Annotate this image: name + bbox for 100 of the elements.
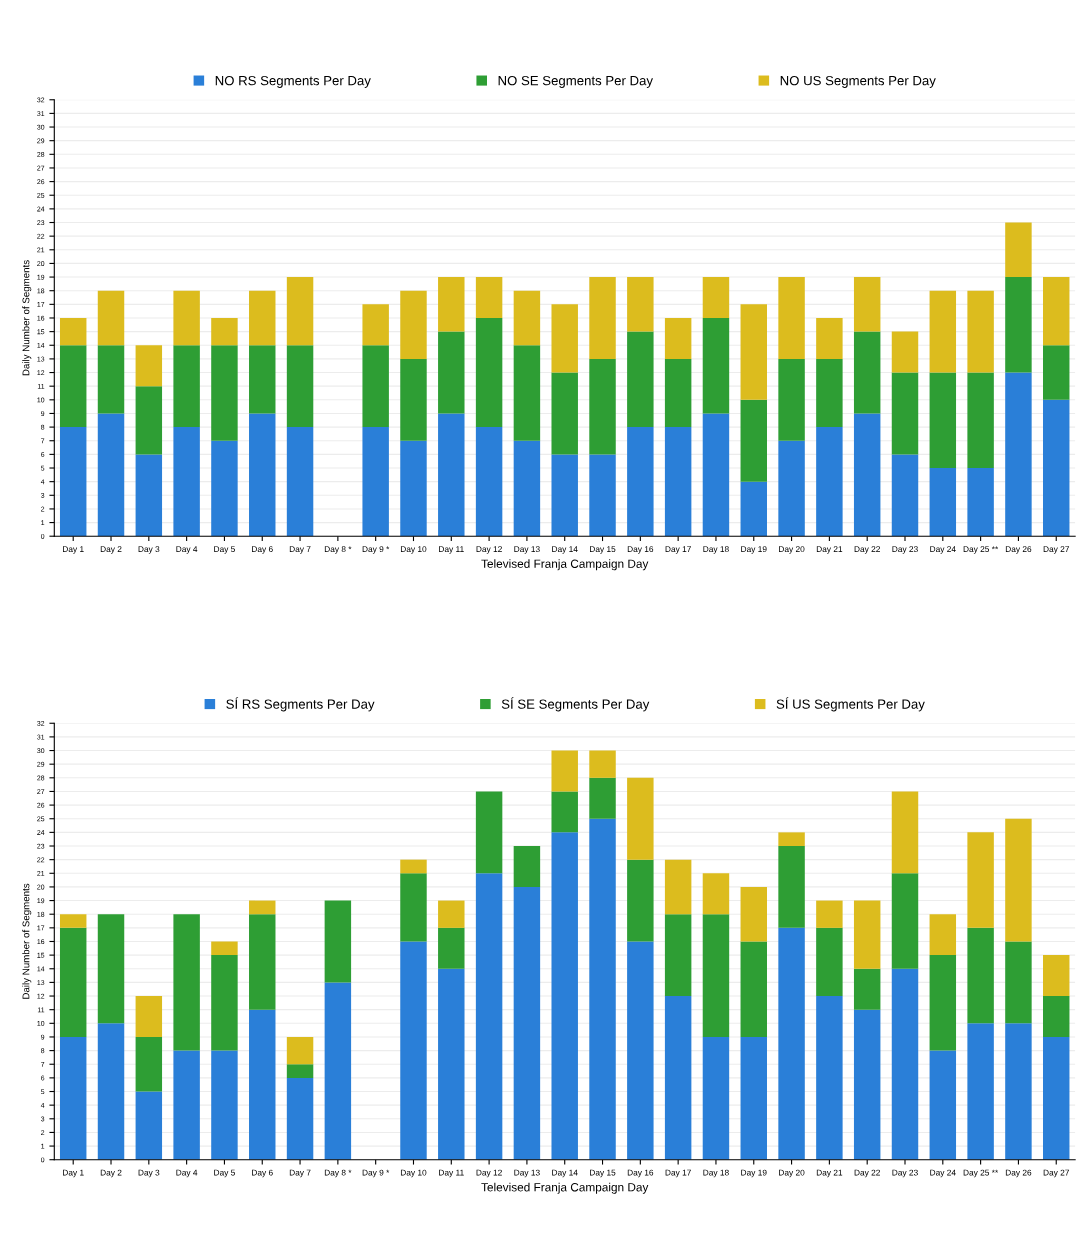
bar xyxy=(1043,955,1070,997)
bar xyxy=(891,331,919,373)
bar xyxy=(929,372,957,469)
bar xyxy=(513,846,541,887)
bar xyxy=(816,427,843,537)
x-tick-label: Day 27 xyxy=(1043,1169,1070,1178)
bar xyxy=(1043,996,1070,1037)
bar xyxy=(513,886,541,1160)
bar xyxy=(400,873,427,942)
bar xyxy=(59,1036,87,1160)
bar xyxy=(589,358,616,455)
bar xyxy=(589,750,616,778)
x-tick-label: Day 2 xyxy=(100,546,122,554)
x-tick-label: Day 1 xyxy=(63,1169,84,1178)
bar xyxy=(362,304,389,346)
bar xyxy=(589,454,616,537)
bar xyxy=(627,277,654,332)
bar xyxy=(702,317,730,414)
bar xyxy=(286,427,314,537)
bar xyxy=(627,331,654,428)
x-tick-label: Day 16 xyxy=(627,1169,654,1178)
bar xyxy=(891,968,919,1160)
legend-label: SÍ SE Segments Per Day xyxy=(501,697,650,712)
bar xyxy=(400,290,427,359)
bar xyxy=(475,791,503,874)
bar xyxy=(249,345,276,414)
bar xyxy=(173,427,200,537)
x-tick-label: Day 17 xyxy=(665,546,691,554)
bar xyxy=(664,427,692,537)
bar xyxy=(929,290,957,373)
legend-label: SÍ US Segments Per Day xyxy=(776,697,925,712)
bar xyxy=(627,427,654,537)
x-tick-label: Day 15 xyxy=(590,1169,616,1178)
bar xyxy=(400,941,427,1160)
bar xyxy=(702,914,730,1037)
bar xyxy=(513,290,541,346)
bar xyxy=(1043,399,1070,537)
x-tick-label: Day 20 xyxy=(779,1169,805,1178)
bar xyxy=(513,440,541,537)
x-tick-label: Day 4 xyxy=(176,1169,198,1178)
x-tick-label: Day 6 xyxy=(252,1169,273,1178)
x-tick-label: Day 22 xyxy=(854,1169,880,1178)
bar xyxy=(816,317,843,359)
x-tick-label: Day 10 xyxy=(400,1169,427,1178)
bar xyxy=(438,968,465,1160)
bar xyxy=(211,941,238,956)
bar xyxy=(702,1036,730,1160)
bar xyxy=(816,900,843,928)
bar xyxy=(778,358,805,441)
bar xyxy=(853,968,881,1010)
bar xyxy=(740,1036,767,1160)
x-tick-label: Day 15 xyxy=(590,546,616,554)
bar xyxy=(286,1077,314,1160)
x-tick-label: Day 21 xyxy=(816,1169,843,1178)
x-tick-label: Day 20 xyxy=(779,546,805,554)
bar xyxy=(1005,372,1032,537)
x-tick-label: Day 8 * xyxy=(324,1169,352,1178)
bar xyxy=(211,440,238,537)
x-tick-label: Day 25 ** xyxy=(963,1169,999,1178)
bar xyxy=(967,927,994,1024)
bar xyxy=(967,832,994,928)
bar xyxy=(249,1009,276,1160)
bar xyxy=(929,955,957,1051)
bar xyxy=(967,290,994,373)
bar xyxy=(853,413,881,537)
bar xyxy=(211,345,238,441)
bar xyxy=(1005,941,1032,1024)
x-tick-label: Day 5 xyxy=(214,1169,235,1178)
bar xyxy=(475,427,503,537)
bar xyxy=(627,777,654,860)
x-tick-label: Day 19 xyxy=(741,546,767,554)
x-tick-label: Day 13 xyxy=(514,546,540,554)
bar xyxy=(400,358,427,441)
bar xyxy=(59,317,87,346)
bar xyxy=(853,277,881,332)
bar xyxy=(664,317,692,359)
bar xyxy=(967,1023,994,1160)
x-tick-label: Day 27 xyxy=(1043,546,1070,554)
x-tick-label: Day 12 xyxy=(476,546,502,554)
bar xyxy=(1005,222,1032,278)
bar xyxy=(702,873,730,915)
bar xyxy=(362,427,389,537)
x-tick-label: Day 2 xyxy=(100,1169,122,1178)
bar xyxy=(475,277,503,318)
bar xyxy=(816,996,843,1160)
bar xyxy=(778,832,805,847)
bar xyxy=(627,941,654,1160)
bar xyxy=(438,413,465,537)
x-tick-label: Day 24 xyxy=(930,1169,956,1178)
x-tick-label: Day 9 * xyxy=(362,1169,390,1178)
x-tick-label: Day 4 xyxy=(176,546,198,554)
bar xyxy=(173,1050,200,1160)
x-tick-label: Day 18 xyxy=(703,1169,729,1178)
bar xyxy=(702,277,730,318)
bar xyxy=(286,1064,314,1078)
bar xyxy=(1005,277,1032,373)
x-tick-label: Day 22 xyxy=(854,546,880,554)
bar xyxy=(59,345,87,428)
bar xyxy=(891,454,919,537)
bar xyxy=(778,927,805,1160)
